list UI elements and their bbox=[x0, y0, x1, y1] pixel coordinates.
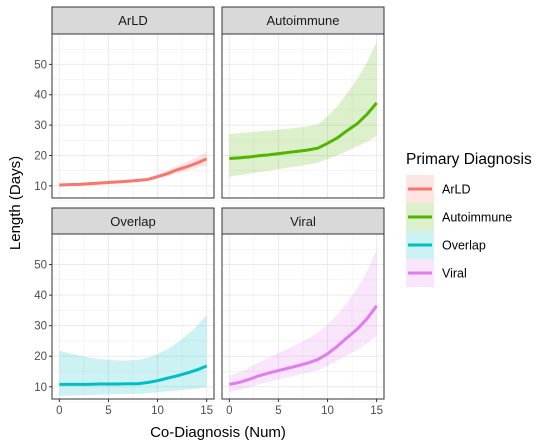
x-tick-label: 15 bbox=[370, 405, 383, 417]
y-tick-label: 40 bbox=[34, 90, 47, 102]
y-tick-label: 10 bbox=[34, 382, 47, 394]
legend-label-viral: Viral bbox=[442, 267, 467, 281]
y-tick-label: 30 bbox=[34, 120, 47, 132]
x-tick-label: 15 bbox=[200, 405, 213, 417]
legend-item-viral: Viral bbox=[406, 259, 467, 287]
y-tick-label: 20 bbox=[34, 150, 47, 162]
panels-layer: ArLD Autoimmune Overlap Viral bbox=[51, 6, 385, 403]
y-axis-title: Length (Days) bbox=[7, 156, 24, 250]
series-line-viral bbox=[229, 304, 378, 386]
confidence-band-autoimmune bbox=[229, 41, 377, 177]
x-tick-label: 10 bbox=[151, 405, 164, 417]
x-tick-label: 0 bbox=[56, 405, 62, 417]
panel-viral: Viral bbox=[221, 207, 385, 403]
panel-autoimmune: Autoimmune bbox=[221, 6, 385, 202]
x-tick-label: 0 bbox=[226, 405, 232, 417]
legend-label-autoimmune: Autoimmune bbox=[442, 211, 512, 225]
panel-border bbox=[51, 33, 215, 199]
legend-label-overlap: Overlap bbox=[442, 239, 486, 253]
y-tick-label: 50 bbox=[34, 260, 47, 272]
legend-title: Primary Diagnosis bbox=[406, 151, 532, 168]
strip-overlap bbox=[51, 207, 215, 236]
series-line-overlap bbox=[59, 364, 208, 386]
legend-label-arld: ArLD bbox=[442, 183, 470, 197]
y-tick-label: 20 bbox=[34, 351, 47, 363]
strip-label-overlap: Overlap bbox=[110, 214, 156, 229]
x-tick-label: 5 bbox=[105, 405, 111, 417]
y-tick-label: 30 bbox=[34, 321, 47, 333]
panel-arld: ArLD bbox=[51, 6, 215, 202]
strip-label-autoimmune: Autoimmune bbox=[267, 13, 340, 28]
axes-layer: 10 20 30 40 50 10 20 30 40 50 0 5 10 15 0 5 10 15 Co-Diagn… bbox=[7, 59, 383, 441]
strip-label-viral: Viral bbox=[290, 214, 316, 229]
series-line-arld bbox=[59, 157, 208, 187]
legend-item-autoimmune: Autoimmune bbox=[406, 203, 512, 231]
y-tick-label: 50 bbox=[34, 59, 47, 71]
panel-border bbox=[221, 233, 385, 400]
legend-item-overlap: Overlap bbox=[406, 231, 486, 259]
strip-viral bbox=[221, 207, 385, 236]
y-tick-label: 40 bbox=[34, 290, 47, 302]
x-tick-label: 5 bbox=[275, 405, 281, 417]
legend: Primary Diagnosis ArLD Autoimmune Overlap Vi… bbox=[406, 151, 532, 287]
strip-autoimmune bbox=[221, 6, 385, 35]
legend-item-arld: ArLD bbox=[406, 175, 470, 203]
strip-arld bbox=[51, 6, 215, 35]
y-tick-label: 10 bbox=[34, 181, 47, 193]
confidence-band-overlap bbox=[59, 314, 207, 396]
confidence-band-viral bbox=[229, 249, 377, 392]
x-axis-title: Co-Diagnosis (Num) bbox=[150, 424, 286, 441]
strip-label-arld: ArLD bbox=[118, 13, 148, 28]
panel-overlap: Overlap bbox=[51, 207, 215, 403]
panel-border bbox=[51, 233, 215, 400]
panel-border bbox=[221, 33, 385, 199]
series-line-autoimmune bbox=[229, 101, 378, 161]
x-tick-label: 10 bbox=[321, 405, 334, 417]
